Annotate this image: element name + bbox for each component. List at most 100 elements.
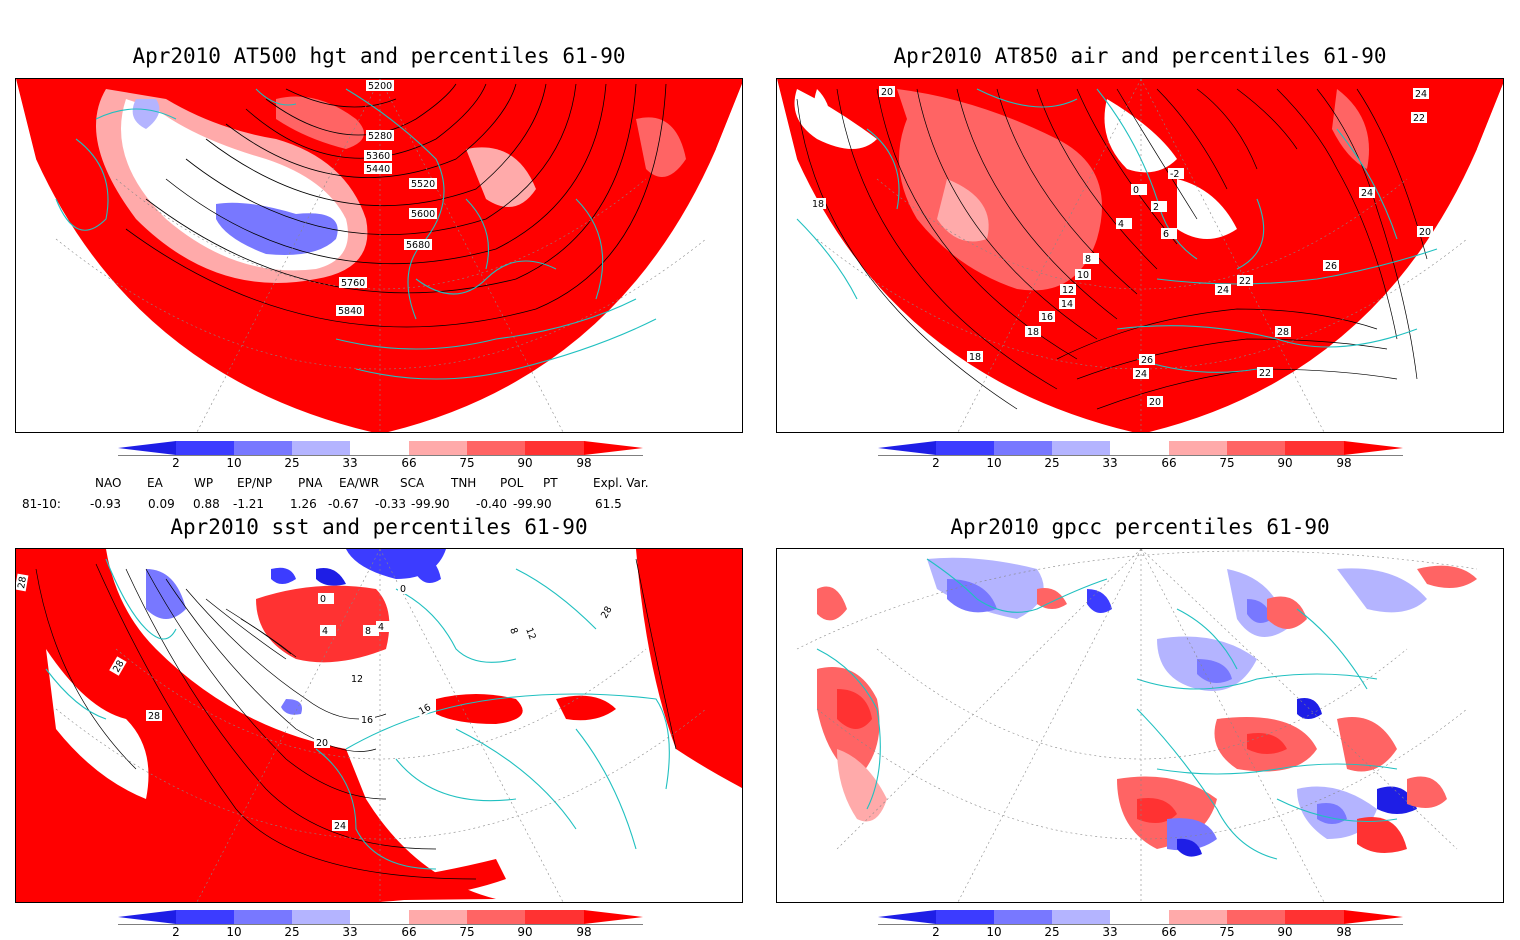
colorbar-tick-label: 10 [226,925,242,939]
index-value-sca: -0.33 [375,497,407,511]
panel3-title: Apr2010 sst and percentiles 61-90 [170,515,588,539]
colorbar-segment [1227,441,1285,455]
contour-label: 28 [16,576,29,590]
contour-label: 16 [417,702,433,718]
index-value-pol: -0.40 [476,497,508,511]
colorbar-swatches [118,441,643,456]
colorbar-tick-label: 90 [517,925,533,939]
colorbar-bottom-right: 2 10 25 33 66 75 90 98 [878,909,1403,940]
contour-label: 26 [1141,355,1153,366]
colorbar-segment [525,441,584,455]
colorbar-tick-label: 2 [932,456,940,470]
contour-label: 20 [1419,227,1431,238]
contour-label: 18 [1027,327,1039,338]
contour-label: 8 [365,626,371,637]
colorbar-arrow-low [118,441,176,455]
colorbar-segment [292,910,350,924]
colorbar-segment [1227,910,1285,924]
contour-label: 5840 [338,306,362,317]
contour-label: 10 [1077,270,1089,281]
contour-label: 28 [111,659,127,675]
colorbar-tick-label: 75 [459,456,475,470]
contour-label: 18 [969,352,981,363]
colorbar-tick-label: 66 [401,925,417,939]
contour-label: 22 [1259,368,1271,379]
colorbar-segment [1169,441,1227,455]
colorbar-swatches [118,910,643,925]
colorbar-tick-label: 25 [284,925,300,939]
colorbar-tick-label: 98 [1336,456,1352,470]
colorbar-tick-label: 66 [1161,456,1177,470]
contour-label: 14 [1061,299,1073,310]
colorbar-bottom-left: 2 10 25 33 66 75 90 98 [118,909,643,940]
contour-label: 5600 [411,209,435,220]
colorbar-tick-label: 33 [342,456,358,470]
colorbar-tick-label: 25 [1044,456,1060,470]
colorbar-segment [409,441,467,455]
contour-label: 20 [316,738,328,749]
colorbar-tick-label: 66 [1161,925,1177,939]
contour-label: 0 [320,594,326,605]
colorbar-tick-label: 33 [1102,456,1118,470]
index-value-eawr: -0.67 [328,497,360,511]
index-header-epnp: EP/NP [237,476,273,490]
coastlines [55,88,657,380]
colorbar-segment [1169,910,1227,924]
map-panel-at850: 20 24 22 18 -2 0 2 4 6 8 10 12 14 16 18 … [776,78,1504,433]
colorbar-segment [994,910,1052,924]
map-at500: 5200 5280 5360 5440 5520 5600 5680 5760 … [16,79,742,432]
colorbar-segment [176,910,234,924]
contour-label: 24 [1135,369,1147,380]
colorbar-segment [350,910,409,924]
graticule [55,549,707,902]
colorbar-swatches [878,441,1403,456]
contour-label: 4 [378,622,384,633]
index-value-pt: -99.90 [513,497,552,511]
contour-label: 5440 [366,164,390,175]
colorbar-arrow-high [584,441,643,455]
panel2-title: Apr2010 AT850 air and percentiles 61-90 [893,44,1387,68]
contour-label: 12 [523,626,537,641]
index-header-nao: NAO [95,476,122,490]
contour-label: 28 [599,605,615,621]
colorbar-tick-label: 10 [226,456,242,470]
precip-anomaly-patches [817,557,1477,857]
colorbar-segment [467,910,525,924]
index-value-ea: 0.09 [148,497,175,511]
colorbar-arrow-high [1344,910,1403,924]
colorbar-tick-label: 75 [1219,456,1235,470]
colorbar-segment [936,441,994,455]
index-value-explvar: 61.5 [595,497,622,511]
index-header-ea: EA [147,476,163,490]
colorbar-segment [467,441,525,455]
panel1-title: Apr2010 AT500 hgt and percentiles 61-90 [132,44,626,68]
contour-label: 2 [1153,202,1159,213]
contour-label: 8 [1085,254,1091,265]
contour-label: 5680 [406,240,430,251]
index-header-sca: SCA [400,476,425,490]
contour-label: 4 [1118,219,1124,230]
contour-label: 0 [1133,185,1139,196]
anomaly-region-blue [216,202,338,255]
index-header-eawr: EA/WR [339,476,380,490]
colorbar-arrow-low [118,910,176,924]
contour-label: 22 [1413,113,1425,124]
height-contours [125,83,667,328]
contour-labels: 5200 5280 5360 5440 5520 5600 5680 5760 … [336,80,437,317]
sst-contours [35,558,677,880]
index-header-explvar: Expl. Var. [593,476,649,490]
colorbar-segment [1110,441,1169,455]
contour-label: 4 [322,626,328,637]
index-header-pol: POL [500,476,524,490]
map-gpcc [796,549,1478,902]
colorbar-top-right: 2 10 25 33 66 75 90 98 [878,440,1403,472]
colorbar-segment [1052,441,1110,455]
index-value-tnh: -99.90 [411,497,450,511]
contour-label: 24 [334,821,346,832]
colorbar-segment [1285,441,1344,455]
colorbar-top-left: 2 10 25 33 66 75 90 98 [118,440,643,472]
colorbar-tick-label: 90 [517,456,533,470]
contour-label: 5200 [368,81,392,92]
colorbar-segment [234,441,292,455]
contour-labels: 20 24 22 18 -2 0 2 4 6 8 10 12 14 16 18 … [810,86,1433,408]
